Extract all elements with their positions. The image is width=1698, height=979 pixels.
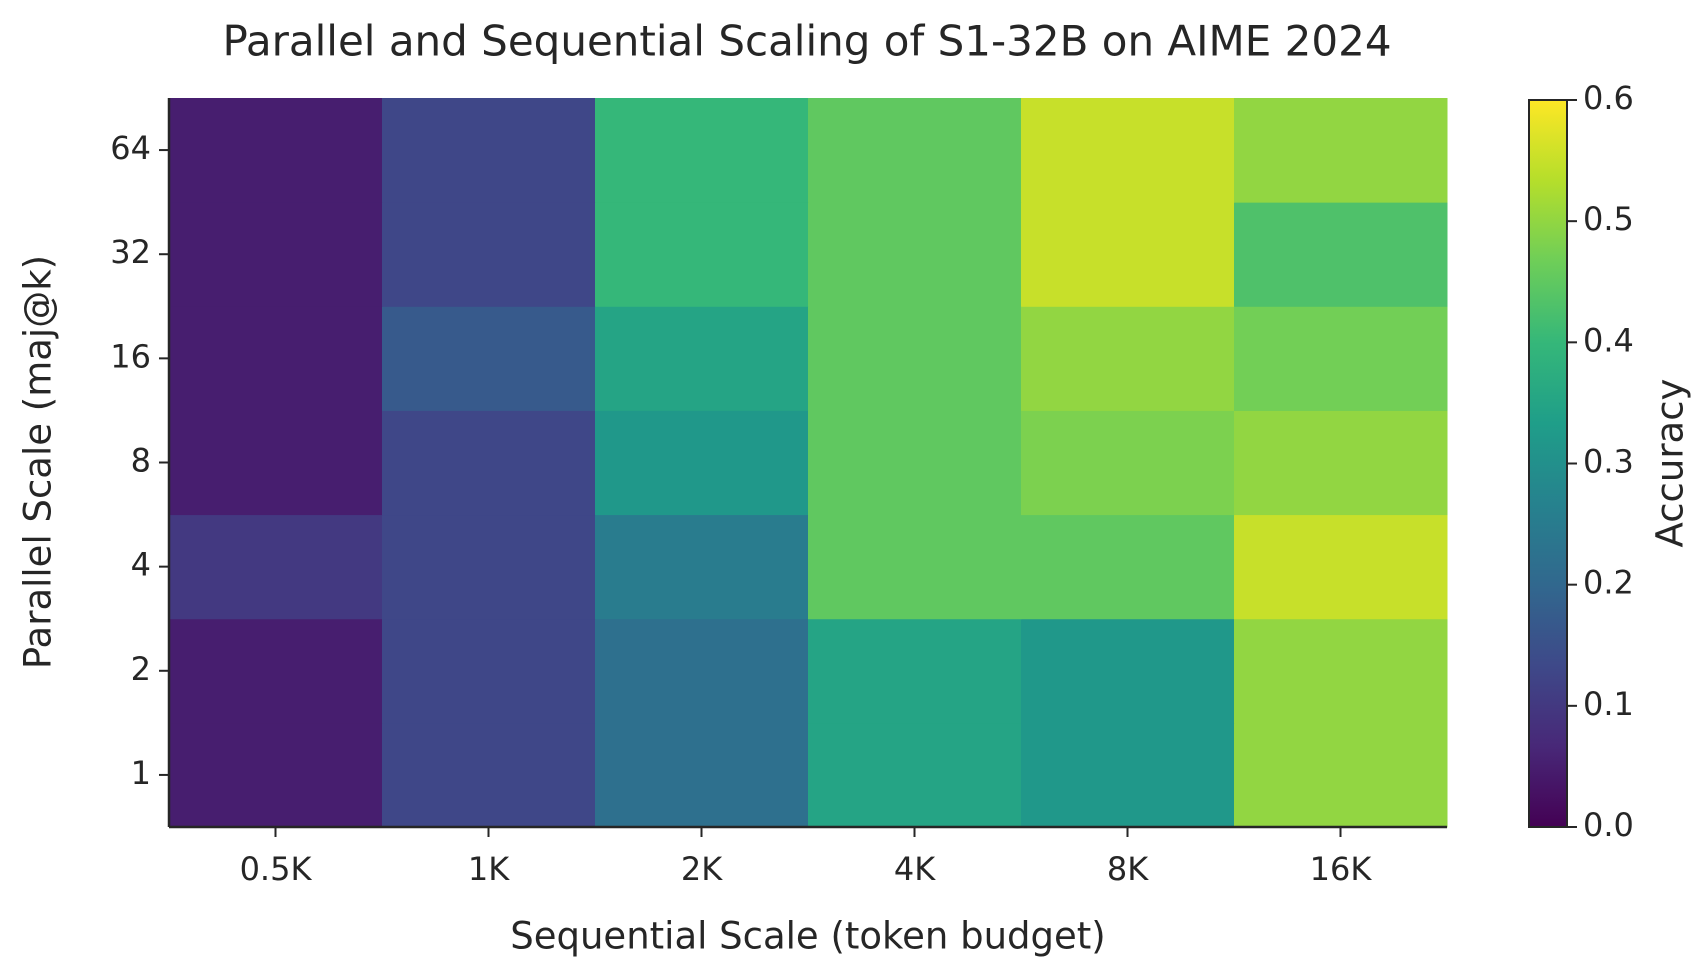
heatmap-cell [595, 514, 809, 620]
heatmap-cell [595, 202, 809, 307]
x-tick-label: 8K [1107, 850, 1149, 888]
y-tick-label: 16 [110, 337, 151, 375]
heatmap-cell [1021, 618, 1235, 724]
heatmap-cell [808, 618, 1022, 724]
x-axis-label: Sequential Scale (token budget) [510, 915, 1106, 958]
heatmap-cell [1021, 722, 1235, 828]
colorbar [1528, 99, 1568, 828]
heatmap-cell [1021, 202, 1235, 307]
heatmap-cell [808, 306, 1022, 411]
heatmap-cell [382, 306, 596, 411]
heatmap-cell [595, 722, 809, 828]
heatmap-cell [808, 722, 1022, 828]
y-tick-label: 8 [131, 442, 151, 480]
heatmap-cell [1234, 410, 1448, 516]
colorbar-tick-label: 0.1 [1583, 685, 1634, 723]
colorbar-tick-label: 0.3 [1583, 443, 1634, 481]
heatmap-cell [1021, 514, 1235, 620]
y-tick-label: 1 [131, 754, 151, 792]
heatmap-cell [169, 618, 383, 724]
heatmap-cell [1021, 98, 1235, 203]
heatmap-cell [1021, 306, 1235, 411]
y-tick-label: 4 [131, 546, 151, 584]
x-tick-label: 4K [894, 850, 936, 888]
heatmap-cell [595, 98, 809, 203]
y-tick-label: 2 [131, 650, 151, 688]
colorbar-tick-label: 0.5 [1583, 200, 1634, 238]
heatmap-cell [595, 306, 809, 411]
heatmap-cell [382, 202, 596, 307]
x-tick-label: 2K [681, 850, 723, 888]
heatmap-cell [382, 410, 596, 516]
x-tick-label: 0.5K [240, 850, 313, 888]
y-axis-label: Parallel Scale (maj@k) [17, 255, 60, 669]
heatmap-cell [1234, 306, 1448, 411]
chart-title: Parallel and Sequential Scaling of S1-32… [222, 17, 1391, 66]
heatmap-cell [382, 618, 596, 724]
heatmap-cell [169, 514, 383, 620]
heatmap-cell [382, 98, 596, 203]
y-tick-label: 64 [110, 129, 151, 167]
heatmap-cell [808, 202, 1022, 307]
colorbar-tick-label: 0.4 [1583, 321, 1634, 359]
heatmap-cell [808, 410, 1022, 516]
heatmap-cell [1234, 722, 1448, 828]
heatmap-cell [595, 410, 809, 516]
y-tick-label: 32 [110, 233, 151, 271]
heatmap-cell [1234, 202, 1448, 307]
heatmap-cell [382, 722, 596, 828]
x-tick-label: 16K [1310, 850, 1373, 888]
heatmap-cell [169, 722, 383, 828]
heatmap-cell [808, 514, 1022, 620]
heatmap-cell [169, 98, 383, 203]
colorbar-tick-label: 0.0 [1583, 806, 1634, 844]
heatmap-cell [1234, 514, 1448, 620]
heatmap-cell [169, 202, 383, 307]
heatmap-cell [169, 306, 383, 411]
colorbar-tick-label: 0.2 [1583, 564, 1634, 602]
colorbar-label: Accuracy [1649, 379, 1692, 548]
heatmap-cell [595, 618, 809, 724]
x-tick-label: 1K [468, 850, 510, 888]
heatmap-cell [1234, 618, 1448, 724]
heatmap-cell [808, 98, 1022, 203]
heatmap-cell [382, 514, 596, 620]
heatmap-cell [1021, 410, 1235, 516]
colorbar-tick-label: 0.6 [1583, 79, 1634, 117]
heatmap-cell [169, 410, 383, 516]
heatmap-cell [1234, 98, 1448, 203]
